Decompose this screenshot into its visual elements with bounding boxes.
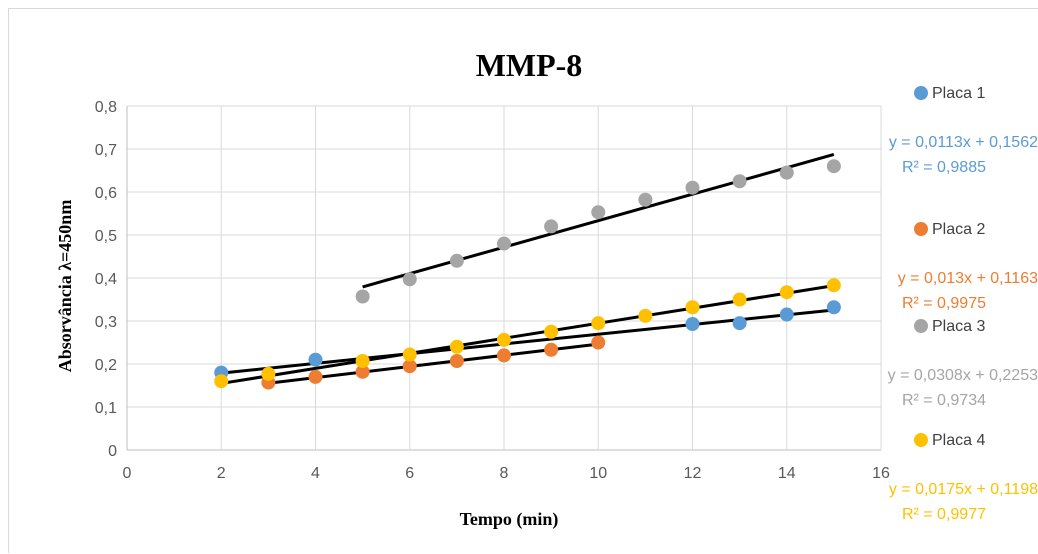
point-series-1 [826,300,841,315]
point-series-3 [779,165,794,180]
y-tick-label: 0,1 [95,400,117,417]
point-series-2 [449,353,464,368]
legend: Placa 1 y = 0,0113x + 0,1562 R² = 0,9885 Pl… [888,85,1038,523]
legend-label-4: Placa 4 [932,432,985,449]
point-series-2 [591,335,606,350]
point-series-3 [355,289,370,304]
axes: 0 0,1 0,2 0,3 0,4 0,5 0,6 0,7 0,8 0 2 4 6 8 10 12 14 16 [95,99,890,482]
point-series-3 [826,159,841,174]
legend-marker-4 [914,433,928,447]
point-series-4 [779,285,794,300]
x-tick-label: 2 [217,465,226,482]
point-series-3 [732,174,747,189]
point-series-2 [544,342,559,357]
x-tick-label: 16 [872,465,890,482]
trend-equation-4: y = 0,0175x + 0,1198 [889,481,1038,498]
y-tick-label: 0,6 [95,185,117,202]
trendline-series-1 [221,308,835,375]
legend-marker-2 [914,222,928,236]
x-tick-label: 8 [500,465,509,482]
trend-r2-1: R² = 0,9885 [902,159,986,176]
point-series-4 [826,278,841,293]
point-series-2 [355,364,370,379]
trend-equation-3: y = 0,0308x + 0,2253 [888,367,1038,384]
legend-label-1: Placa 1 [932,85,985,102]
point-series-2 [308,369,323,384]
legend-label-3: Placa 3 [932,318,985,335]
legend-marker-1 [914,86,928,100]
point-series-4 [638,308,653,323]
point-series-3 [449,253,464,268]
x-tick-label: 0 [123,465,132,482]
y-tick-label: 0,3 [95,314,117,331]
point-series-3 [591,205,606,220]
point-series-3 [402,272,417,287]
point-series-4 [591,316,606,331]
point-series-3 [544,219,559,234]
x-tick-label: 14 [778,465,796,482]
trend-r2-3: R² = 0,9734 [902,392,986,409]
y-tick-label: 0 [108,443,117,460]
y-tick-label: 0,4 [95,271,117,288]
trend-r2-2: R² = 0,9975 [902,295,986,312]
trend-equation-2: y = 0,013x + 0,1163 [898,270,1038,287]
trendline-series-2 [268,342,599,385]
data-points [214,159,841,390]
trendline-series-3 [362,153,835,289]
point-series-4 [685,300,700,315]
point-series-2 [497,348,511,363]
x-tick-label: 6 [405,465,414,482]
trendlines [221,153,835,385]
chart-svg: MMP-8 0 0,1 0,2 0,3 0,4 0,5 0,6 0,7 0,8 0 2 4 6 8 10 12… [55,47,1038,530]
y-axis-title: Absorvância λ=450nm [55,200,75,373]
y-tick-label: 0,7 [95,142,117,159]
point-series-4 [497,332,511,347]
point-series-1 [685,317,700,332]
trendline-series-4 [221,284,835,385]
point-series-4 [214,374,229,389]
point-series-1 [779,307,794,322]
gridlines [126,105,882,451]
point-series-4 [449,339,464,354]
point-series-4 [355,353,370,368]
point-series-4 [261,366,276,381]
legend-marker-3 [914,319,928,333]
legend-label-2: Placa 2 [932,221,985,238]
point-series-1 [732,316,747,331]
y-tick-label: 0,2 [95,357,117,374]
chart-title: MMP-8 [476,47,583,83]
x-tick-label: 12 [684,465,702,482]
point-series-3 [497,236,511,251]
point-series-4 [402,347,417,362]
point-series-3 [638,192,653,207]
point-series-4 [544,324,559,339]
x-tick-label: 4 [311,465,320,482]
trend-r2-4: R² = 0,9977 [902,506,986,523]
point-series-4 [732,292,747,307]
point-series-1 [308,352,323,367]
x-axis-title: Tempo (min) [460,509,559,530]
chart-container: MMP-8 0 0,1 0,2 0,3 0,4 0,5 0,6 0,7 0,8 0 2 4 6 8 10 12… [8,8,1038,553]
point-series-3 [685,180,700,195]
y-tick-label: 0,5 [95,228,117,245]
point-series-2 [402,359,417,374]
trend-equation-1: y = 0,0113x + 0,1562 [889,134,1038,151]
x-tick-label: 10 [589,465,607,482]
y-tick-label: 0,8 [95,99,117,116]
